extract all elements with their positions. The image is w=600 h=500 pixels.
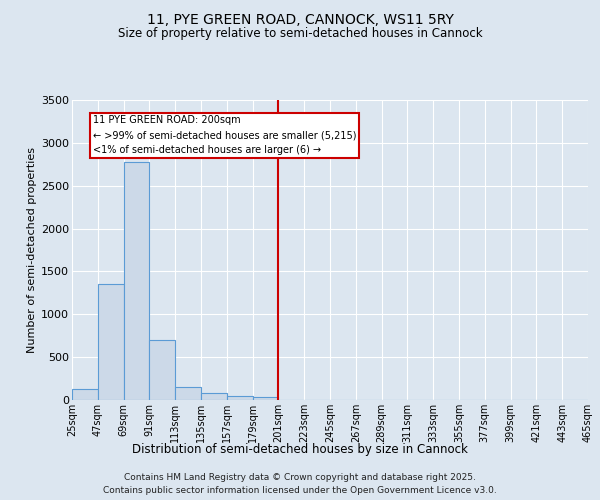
Bar [227,396,253,400]
Y-axis label: Number of semi-detached properties: Number of semi-detached properties [27,147,37,353]
Text: 11 PYE GREEN ROAD: 200sqm
← >99% of semi-detached houses are smaller (5,215)
<1%: 11 PYE GREEN ROAD: 200sqm ← >99% of semi… [92,116,356,155]
Bar [175,387,201,400]
Bar [201,393,227,400]
Bar [149,340,175,400]
Text: Contains public sector information licensed under the Open Government Licence v3: Contains public sector information licen… [103,486,497,495]
Text: 11, PYE GREEN ROAD, CANNOCK, WS11 5RY: 11, PYE GREEN ROAD, CANNOCK, WS11 5RY [146,12,454,26]
Text: Size of property relative to semi-detached houses in Cannock: Size of property relative to semi-detach… [118,28,482,40]
Bar [253,398,278,400]
Bar [124,162,149,400]
Bar [72,389,98,400]
Text: Distribution of semi-detached houses by size in Cannock: Distribution of semi-detached houses by … [132,442,468,456]
Bar [98,284,124,400]
Text: Contains HM Land Registry data © Crown copyright and database right 2025.: Contains HM Land Registry data © Crown c… [124,472,476,482]
